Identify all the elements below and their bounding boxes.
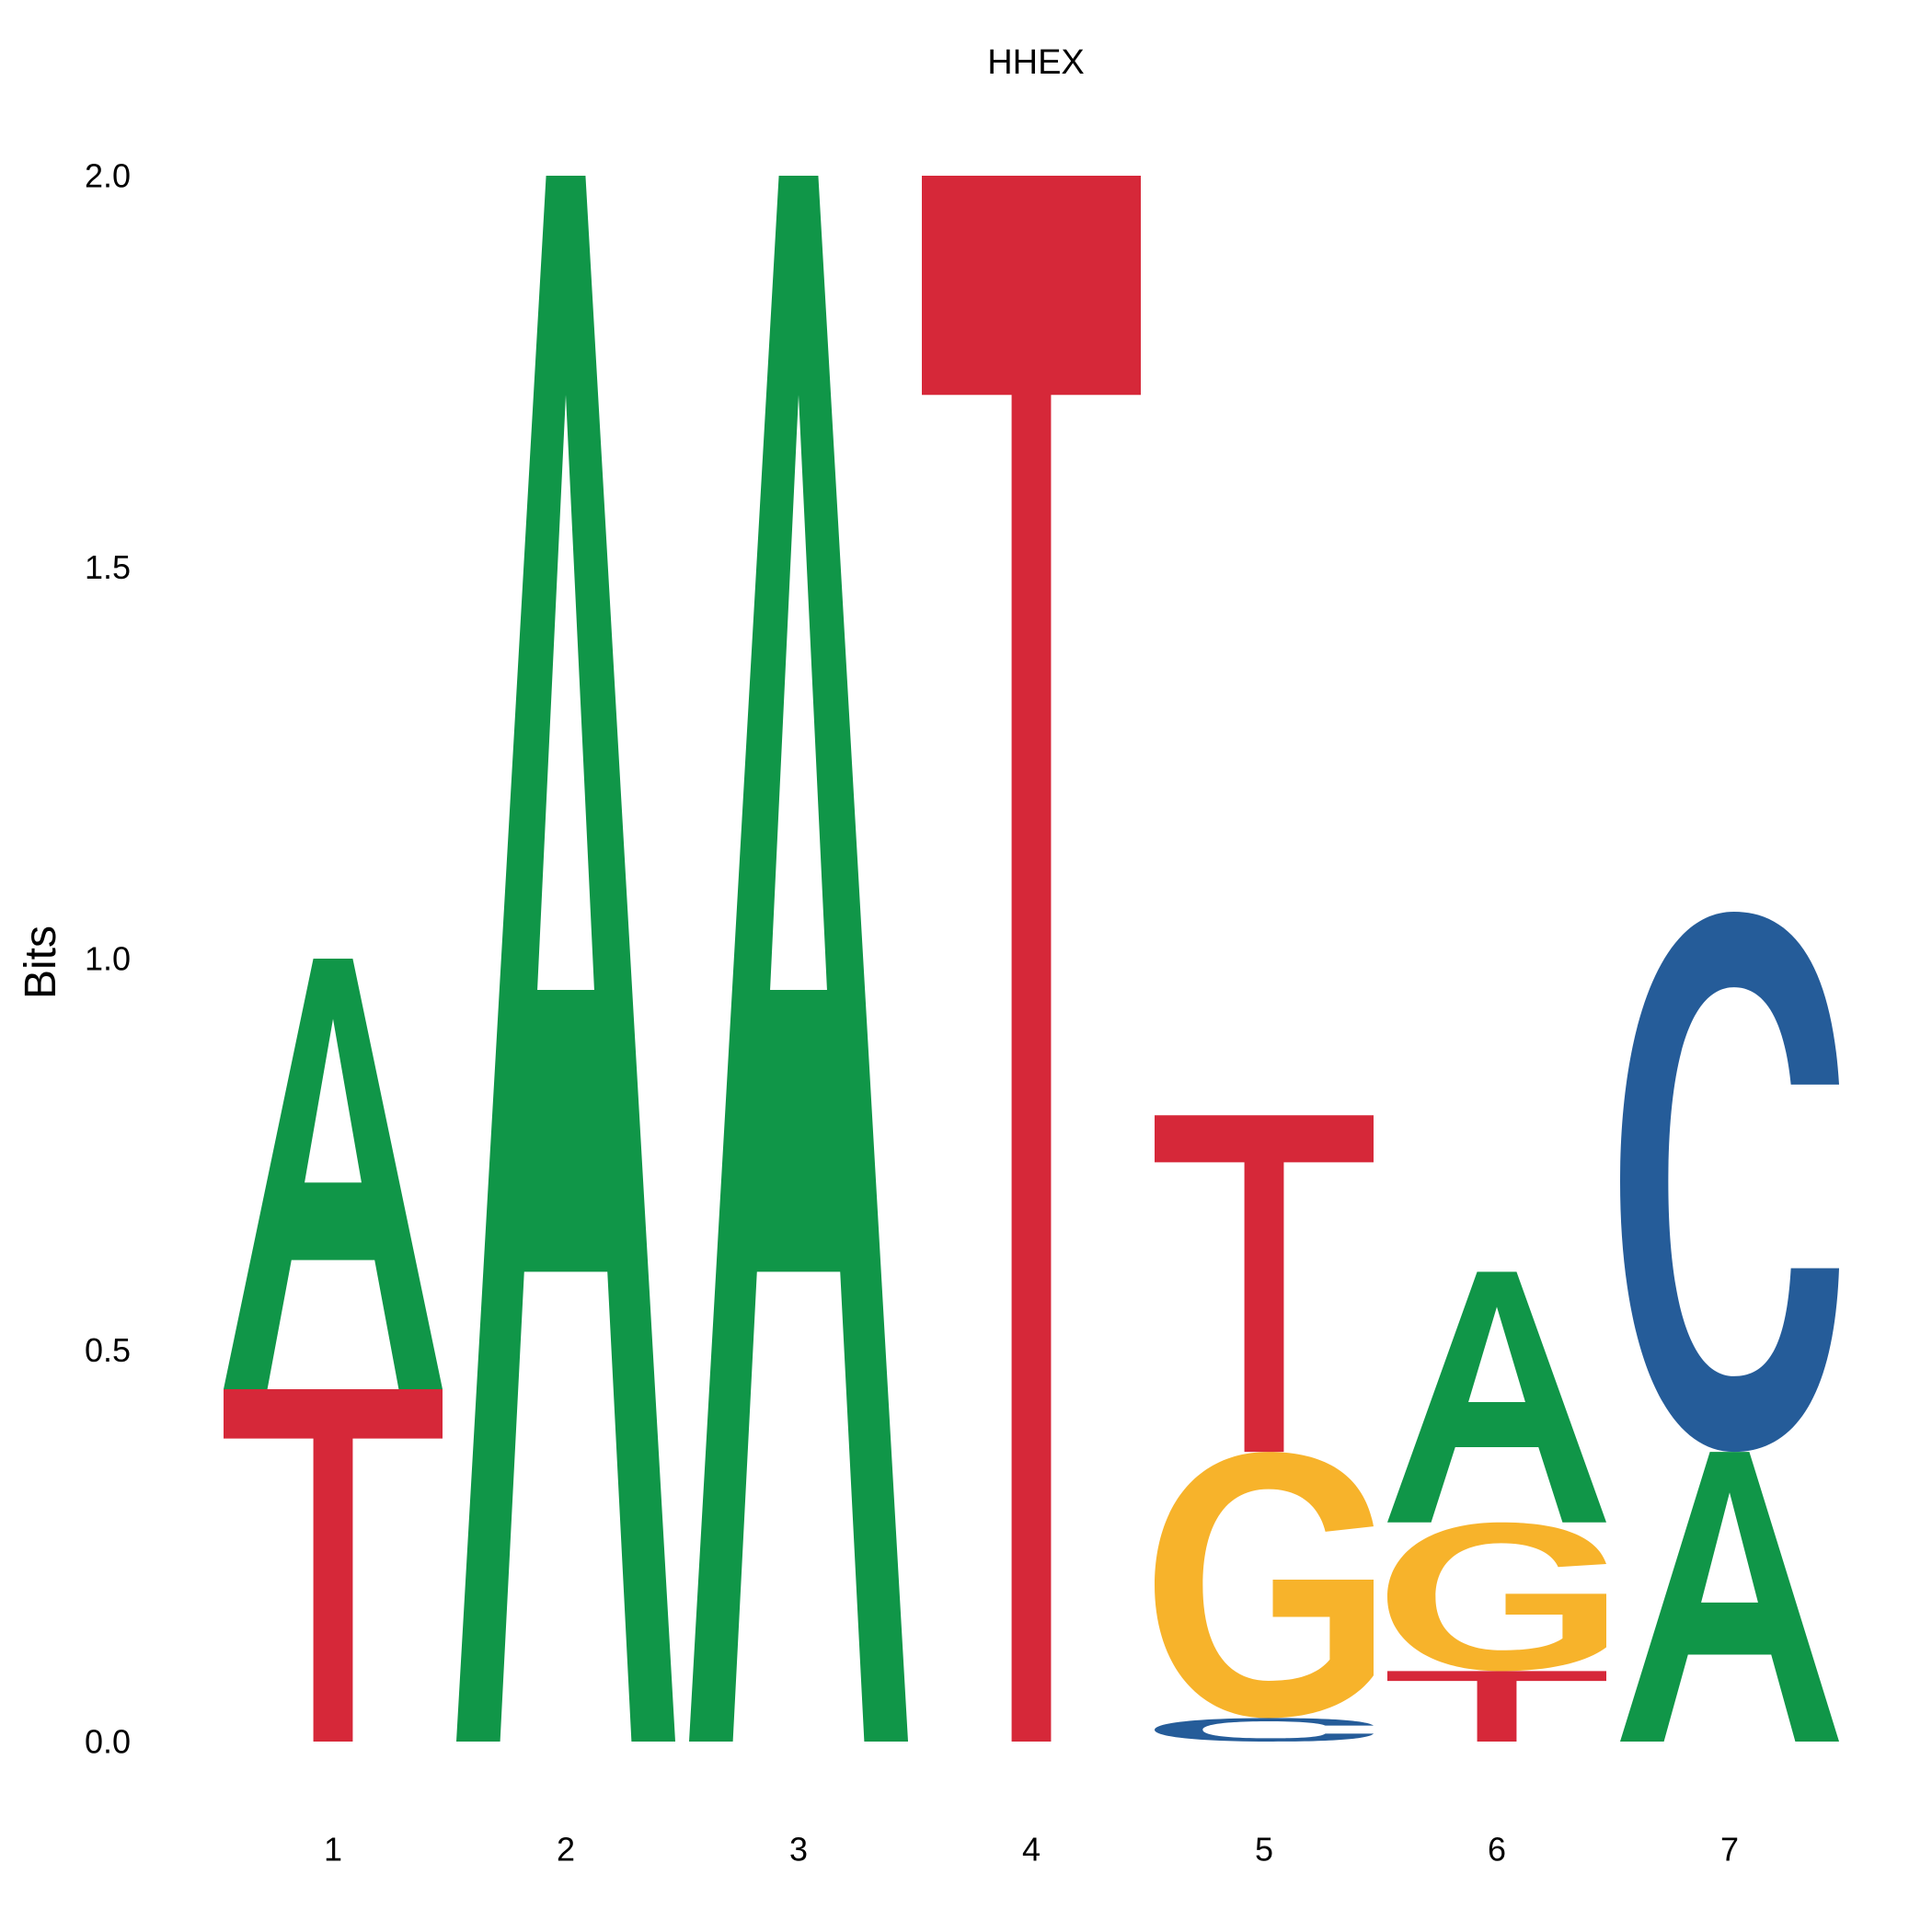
y-axis-ticks: 0.0 0.5 1.0 1.5 2.0 xyxy=(85,157,131,1761)
position-stack xyxy=(456,176,675,1742)
x-tick-label: 4 xyxy=(1022,1831,1041,1869)
position-stack xyxy=(1387,1271,1606,1742)
letter-t xyxy=(224,1389,443,1742)
chart-title: HHEX xyxy=(987,43,1085,82)
letter-a xyxy=(1620,1452,1839,1742)
x-tick-label: 2 xyxy=(557,1831,575,1869)
letter-t xyxy=(1387,1671,1606,1742)
y-tick-label: 0.5 xyxy=(85,1331,131,1369)
letter-a xyxy=(456,176,675,1742)
x-tick-label: 7 xyxy=(1720,1831,1739,1869)
position-stack xyxy=(689,176,908,1742)
letter-c xyxy=(1155,1718,1374,1742)
y-tick-label: 1.0 xyxy=(85,940,131,978)
position-stack xyxy=(1620,911,1839,1742)
letter-a xyxy=(689,176,908,1742)
y-axis-title: Bits xyxy=(17,926,65,999)
x-tick-label: 5 xyxy=(1255,1831,1273,1869)
position-stack xyxy=(1155,1115,1374,1742)
letter-stacks xyxy=(224,176,1839,1742)
letter-g xyxy=(1155,1452,1374,1719)
letter-t xyxy=(1155,1115,1374,1453)
x-axis-ticks: 1 2 3 4 5 6 7 xyxy=(324,1831,1739,1869)
letter-t xyxy=(922,176,1141,1742)
x-tick-label: 3 xyxy=(789,1831,808,1869)
letter-g xyxy=(1387,1522,1606,1672)
letter-c xyxy=(1620,911,1839,1453)
y-tick-label: 1.5 xyxy=(85,548,131,586)
y-tick-label: 0.0 xyxy=(85,1723,131,1761)
position-stack xyxy=(922,176,1141,1742)
letter-a xyxy=(1387,1271,1606,1523)
y-tick-label: 2.0 xyxy=(85,157,131,195)
letter-a xyxy=(224,959,443,1390)
position-stack xyxy=(224,959,443,1742)
x-tick-label: 6 xyxy=(1488,1831,1506,1869)
x-tick-label: 1 xyxy=(324,1831,342,1869)
